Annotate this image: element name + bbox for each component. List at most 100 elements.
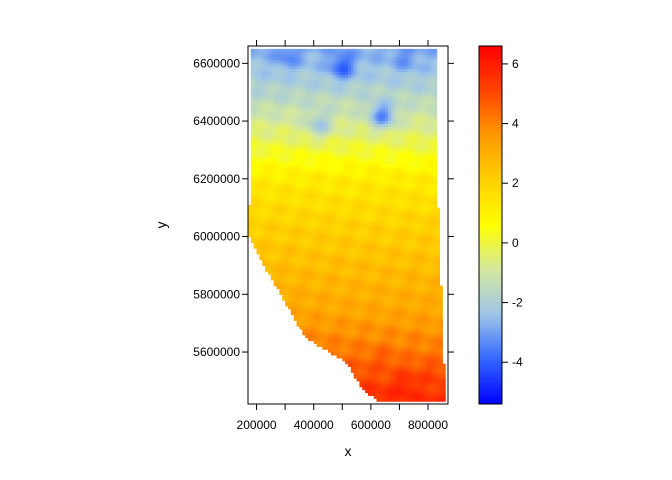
heatmap-cell (342, 89, 346, 93)
heatmap-cell (276, 259, 281, 264)
heatmap-cell (308, 170, 312, 174)
heatmap-cell (399, 89, 403, 93)
heatmap-cell (405, 118, 409, 122)
heatmap-cell (253, 149, 258, 154)
heatmap-cell (330, 158, 335, 163)
heatmap-cell (290, 103, 295, 108)
heatmap-cell (330, 250, 335, 255)
heatmap-cell (379, 71, 383, 76)
heatmap-cell (270, 216, 275, 220)
heatmap-cell (285, 118, 289, 122)
heatmap-cell (308, 222, 312, 226)
heatmap-cell (393, 69, 398, 73)
heatmap-cell (433, 173, 438, 177)
heatmap-cell (385, 95, 389, 99)
heatmap-cell (342, 112, 346, 116)
heatmap-cell (316, 225, 321, 229)
heatmap-cell (339, 225, 343, 229)
heatmap-cell (376, 60, 381, 64)
heatmap-cell (422, 144, 426, 148)
heatmap-cell (259, 219, 263, 223)
heatmap-cell (265, 204, 269, 209)
heatmap-cell (430, 178, 435, 183)
heatmap-cell (430, 173, 435, 177)
heatmap-cell (410, 138, 415, 142)
heatmap-cell (416, 57, 421, 62)
heatmap-cell (262, 51, 266, 56)
heatmap-cell (365, 83, 369, 88)
heatmap-cell (276, 227, 281, 232)
heatmap-cell (373, 74, 378, 79)
heatmap-cell (390, 66, 395, 70)
heatmap-cell (268, 245, 272, 249)
heatmap-cell (405, 135, 409, 139)
heatmap-cell (428, 187, 432, 191)
heatmap-cell (322, 233, 326, 238)
heatmap-cell (353, 121, 358, 125)
heatmap-cell (276, 74, 281, 79)
heatmap-cell (385, 187, 389, 191)
heatmap-cell (348, 71, 352, 76)
heatmap-cell (408, 135, 412, 139)
heatmap-cell (288, 216, 292, 220)
heatmap-cell (296, 164, 301, 168)
heatmap-cell (253, 71, 258, 76)
heatmap-cell (390, 207, 395, 212)
heatmap-cell (348, 123, 352, 128)
heatmap-cell (313, 129, 318, 134)
heatmap-cell (379, 173, 383, 177)
heatmap-cell (279, 222, 283, 226)
heatmap-cell (396, 155, 401, 160)
heatmap-cell (270, 95, 275, 99)
heatmap-cell (430, 236, 435, 241)
heatmap-cell (433, 141, 438, 145)
heatmap-cell (405, 57, 409, 62)
heatmap-cell (413, 199, 418, 203)
heatmap-cell (265, 54, 269, 59)
heatmap-cell (342, 253, 346, 258)
heatmap-cell (390, 253, 395, 258)
heatmap-cell (405, 109, 409, 114)
heatmap-cell (425, 147, 429, 151)
heatmap-cell (379, 83, 383, 88)
heatmap-cell (373, 262, 378, 267)
heatmap-cell (282, 106, 286, 111)
heatmap-cell (430, 233, 435, 238)
heatmap-cell (350, 138, 355, 142)
heatmap-cell (413, 196, 418, 200)
heatmap-cell (433, 103, 438, 108)
heatmap-cell (285, 63, 289, 67)
heatmap-cell (279, 60, 283, 64)
heatmap-cell (396, 193, 401, 197)
heatmap-cell (305, 77, 309, 82)
heatmap-cell (342, 57, 346, 62)
heatmap-cell (345, 74, 349, 79)
heatmap-cell (430, 86, 435, 90)
heatmap-cell (270, 190, 275, 194)
heatmap-cell (313, 118, 318, 122)
heatmap-cell (408, 248, 412, 252)
heatmap-cell (290, 219, 295, 223)
heatmap-cell (259, 222, 263, 226)
heatmap-cell (376, 170, 381, 174)
heatmap-cell (279, 51, 283, 56)
heatmap-cell (293, 74, 298, 79)
heatmap-cell (405, 236, 409, 241)
heatmap-cell (342, 129, 346, 134)
heatmap-cell (385, 210, 389, 215)
heatmap-cell (385, 201, 389, 206)
heatmap-cell (416, 161, 421, 165)
heatmap-cell (396, 106, 401, 111)
heatmap-cell (419, 115, 423, 119)
heatmap-cell (413, 83, 418, 88)
heatmap-cell (405, 239, 409, 243)
heatmap-cell (345, 175, 349, 180)
heatmap-cell (250, 233, 255, 238)
heatmap-cell (325, 170, 329, 174)
heatmap-cell (428, 178, 432, 183)
heatmap-cell (279, 135, 283, 139)
heatmap-cell (265, 95, 269, 99)
heatmap-cell (293, 175, 298, 180)
heatmap-cell (308, 184, 312, 189)
heatmap-cell (268, 193, 272, 197)
